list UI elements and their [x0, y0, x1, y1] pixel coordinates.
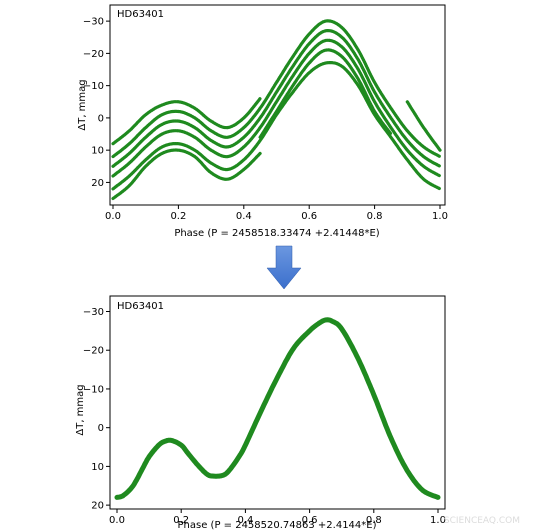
top-y-tick-label: −10: [83, 81, 104, 92]
bottom-x-tick-label: 1.0: [430, 515, 446, 526]
bottom-x-axis-title: Phase (P = 2458520.74863 +2.4144*E): [178, 520, 377, 530]
top-x-tick-label: 0.0: [105, 211, 121, 222]
top-star-label: HD63401: [117, 9, 164, 20]
bottom-y-tick-label: 10: [91, 462, 104, 473]
top-y-tick-label: −20: [83, 49, 104, 60]
bottom-y-tick-label: −10: [83, 384, 104, 395]
top-series-5-core: [112, 149, 261, 200]
bottom-series-line: [114, 317, 441, 500]
bottom-x-tick-label: 0.4: [237, 515, 253, 526]
top-y-axis-title: ΔT, mmag: [77, 79, 88, 130]
top-x-axis-title: Phase (P = 2458518.33474 +2.41448*E): [174, 228, 379, 239]
bottom-y-axis-title: ΔT, mmag: [75, 384, 86, 435]
top-series-1-core: [112, 39, 441, 177]
top-series-2-core: [112, 29, 441, 167]
watermark-text: SCIENCEAQ.COM: [444, 516, 520, 526]
top-series-4-core: [112, 61, 441, 190]
top-x-tick-label: 0.6: [301, 211, 317, 222]
bottom-series-group: [114, 317, 441, 500]
top-x-tick-label: 1.0: [432, 211, 448, 222]
top-y-tick-label: 20: [91, 178, 104, 189]
bottom-y-tick-label: −20: [83, 346, 104, 357]
top-series-3-core: [112, 20, 441, 158]
bottom-y-tick-label: 20: [91, 501, 104, 512]
top-x-tick-label: 0.2: [170, 211, 186, 222]
bottom-x-tick-label: 0.0: [109, 515, 125, 526]
bottom-y-tick-label: −30: [83, 307, 104, 318]
bottom-x-tick-label: 0.2: [173, 515, 189, 526]
top-y-tick-label: 10: [91, 146, 104, 157]
bottom-chart-panel: 0.0 0.2 0.4 0.6 0.8 1.0 −30 −20 −10 0 10 20 HD63401…: [75, 295, 446, 530]
bottom-x-tick-label: 0.8: [366, 515, 382, 526]
top-x-tick-label: 0.4: [236, 211, 252, 222]
top-series-7-core: [406, 101, 441, 151]
bottom-x-tick-label: 0.6: [302, 515, 318, 526]
bottom-star-label: HD63401: [117, 301, 164, 312]
top-chart-panel: 0.0 0.2 0.4 0.6 0.8 1.0 −30 −20 −10 0 10 20 HD63401…: [77, 4, 448, 239]
top-series-group: [111, 19, 442, 201]
down-arrow-icon: [266, 245, 302, 290]
top-y-tick-label: 0: [98, 113, 104, 124]
top-series-6-core: [112, 98, 261, 145]
top-x-tick-label: 0.8: [367, 211, 383, 222]
top-axes: 0.0 0.2 0.4 0.6 0.8 1.0 −30 −20 −10 0 10 20: [83, 17, 448, 222]
top-y-tick-label: −30: [83, 17, 104, 28]
bottom-plot-frame: [109, 295, 446, 510]
top-series-8-core: [259, 49, 392, 138]
bottom-axes: 0.0 0.2 0.4 0.6 0.8 1.0 −30 −20 −10 0 10 20: [83, 307, 446, 526]
bottom-y-tick-label: 0: [98, 423, 104, 434]
